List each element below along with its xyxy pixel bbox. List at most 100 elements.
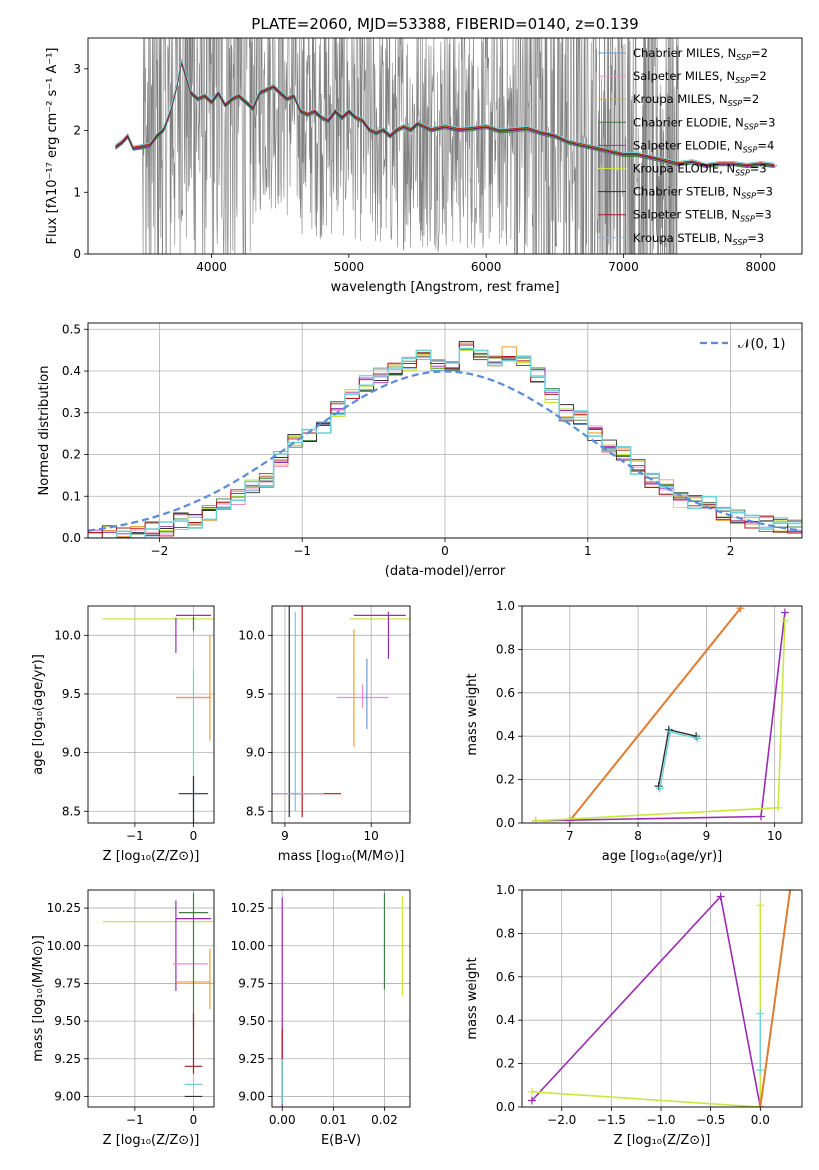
model-curve <box>115 57 775 164</box>
weight-marker <box>716 892 725 901</box>
x-tick-label: −1 <box>126 829 144 843</box>
axes-frame <box>87 605 215 824</box>
y-tick-label: 0.0 <box>496 816 515 830</box>
y-tick-label: 0.2 <box>496 773 515 787</box>
weight-line <box>531 905 762 1107</box>
grid-age-mass <box>272 606 410 823</box>
x-axis-label: age [log₁₀(age/yr)] <box>602 849 723 864</box>
y-tick-label: 10.00 <box>47 939 81 953</box>
legend-label: Chabrier MILES, NSSP=2 <box>633 46 768 62</box>
y-axis-label: mass weight <box>465 673 480 755</box>
y-tick-label: 0.2 <box>496 1057 515 1071</box>
x-axis-label: Z [log₁₀(Z/Z⊙)] <box>103 1133 200 1148</box>
grid-age-Z <box>88 606 214 823</box>
legend-label: Kroupa STELIB, NSSP=3 <box>633 231 764 247</box>
x-tick-label: 7000 <box>608 260 639 274</box>
residual-histogram <box>88 347 802 538</box>
x-tick-label: −1 <box>293 544 311 558</box>
x-tick-label: 0 <box>190 1113 198 1127</box>
axes-frame <box>87 37 803 255</box>
weight-marker <box>774 803 783 812</box>
observed-spectrum <box>115 38 777 254</box>
x-tick-label: 10 <box>767 829 782 843</box>
axes-weight-Z: −2.0 −1.5 −1.0 −0.5 0.0 0.0 0.2 0.4 0.6 0.8 1.0 Z [… <box>465 883 803 1148</box>
legend-label: 𝒩(0, 1) <box>738 337 785 352</box>
axes-frame <box>271 889 411 1108</box>
weight-marker <box>655 784 664 793</box>
axes-residuals: −2 −1 0 1 2 0.0 0.1 0.2 0.3 0.4 0.5 (data-model)/er… <box>37 322 803 579</box>
x-tick-label: 6000 <box>471 260 502 274</box>
y-axis-label: Normed distribution <box>37 366 52 496</box>
y-tick-label: 9.75 <box>54 976 81 990</box>
y-tick-label: 0.1 <box>62 489 81 503</box>
figure-title: PLATE=2060, MJD=53388, FIBERID=0140, z=0… <box>251 15 638 33</box>
grid-mass-EBV <box>272 890 410 1107</box>
y-tick-label: 0.6 <box>496 970 515 984</box>
x-tick-label: 7 <box>566 829 574 843</box>
weight-line <box>759 890 792 1107</box>
y-tick-label: 9.00 <box>54 1089 81 1103</box>
residual-histogram <box>88 344 802 538</box>
y-tick-label: 10.00 <box>231 939 265 953</box>
model-curve <box>115 60 775 167</box>
residual-histogram <box>88 348 802 538</box>
x-tick-label: 2 <box>727 544 735 558</box>
y-tick-label: 9.25 <box>54 1052 81 1066</box>
y-tick-label: 10.25 <box>231 901 265 915</box>
axes-frame <box>521 889 803 1108</box>
axes-frame <box>271 605 411 824</box>
grid-mass-Z <box>88 890 214 1107</box>
x-tick-label: −0.5 <box>696 1113 725 1127</box>
y-tick-label: 9.00 <box>238 1089 265 1103</box>
y-tick-label: 0.5 <box>62 322 81 336</box>
y-tick-label: 0.0 <box>62 531 81 545</box>
x-tick-label: 1 <box>584 544 592 558</box>
weight-marker <box>527 1087 536 1096</box>
y-axis-label: Flux [fλ10⁻¹⁷ erg cm⁻² s⁻¹ A⁻¹] <box>45 48 60 245</box>
plot-area-weight-Z <box>527 890 795 1107</box>
plot-area-age-Z <box>102 614 214 823</box>
weight-marker <box>756 1009 765 1018</box>
y-tick-label: 9.25 <box>238 1052 265 1066</box>
legend: 𝒩(0, 1) <box>700 337 785 352</box>
x-axis-label: wavelength [Angstrom, rest frame] <box>331 280 560 295</box>
x-axis-label: E(B-V) <box>321 1133 361 1148</box>
x-tick-label: 0.02 <box>371 1113 398 1127</box>
y-axis-label: mass weight <box>465 957 480 1039</box>
weight-marker <box>780 617 789 626</box>
axes-age-mass: 9 10 8.5 9.0 9.5 10.0 mass [log₁₀(M/M⊙)] <box>238 605 411 864</box>
weight-marker <box>756 901 765 910</box>
y-tick-label: 0.4 <box>496 729 515 743</box>
x-tick-label: 4000 <box>196 260 227 274</box>
plot-layer: 4000 5000 6000 7000 8000 0 1 2 3 wavelength [Angs… <box>31 37 803 1148</box>
y-tick-label: 10.0 <box>54 628 81 642</box>
y-tick-label: 9.75 <box>238 976 265 990</box>
x-axis-label: Z [log₁₀(Z/Z⊙)] <box>614 1133 711 1148</box>
weight-marker <box>756 1066 765 1075</box>
axes-frame <box>87 889 215 1108</box>
x-tick-label: 0 <box>441 544 449 558</box>
plot-area-residuals <box>88 341 802 538</box>
x-tick-label: 0.00 <box>269 1113 296 1127</box>
weight-marker <box>780 608 789 617</box>
y-tick-label: 2 <box>73 124 81 138</box>
x-tick-label: 9 <box>703 829 711 843</box>
x-tick-label: 9 <box>281 829 289 843</box>
x-axis-label: mass [log₁₀(M/M⊙)] <box>278 849 405 864</box>
y-tick-label: 9.5 <box>62 687 81 701</box>
y-tick-label: 9.0 <box>62 746 81 760</box>
weight-line <box>569 607 742 822</box>
y-tick-label: 9.5 <box>246 687 265 701</box>
weight-marker <box>757 812 766 821</box>
axes-mass-EBV: 0.00 0.01 0.02 9.00 9.25 9.50 9.75 10.00 10.25 E(… <box>231 889 411 1148</box>
x-tick-label: −1.5 <box>597 1113 626 1127</box>
y-tick-label: 0.8 <box>496 926 515 940</box>
y-tick-label: 3 <box>73 62 81 76</box>
x-tick-label: 5000 <box>334 260 365 274</box>
y-tick-label: 0.4 <box>496 1013 515 1027</box>
x-tick-label: 8000 <box>746 260 777 274</box>
x-tick-label: 0.0 <box>751 1113 770 1127</box>
y-tick-label: 1 <box>73 185 81 199</box>
y-tick-label: 0.0 <box>496 1100 515 1114</box>
